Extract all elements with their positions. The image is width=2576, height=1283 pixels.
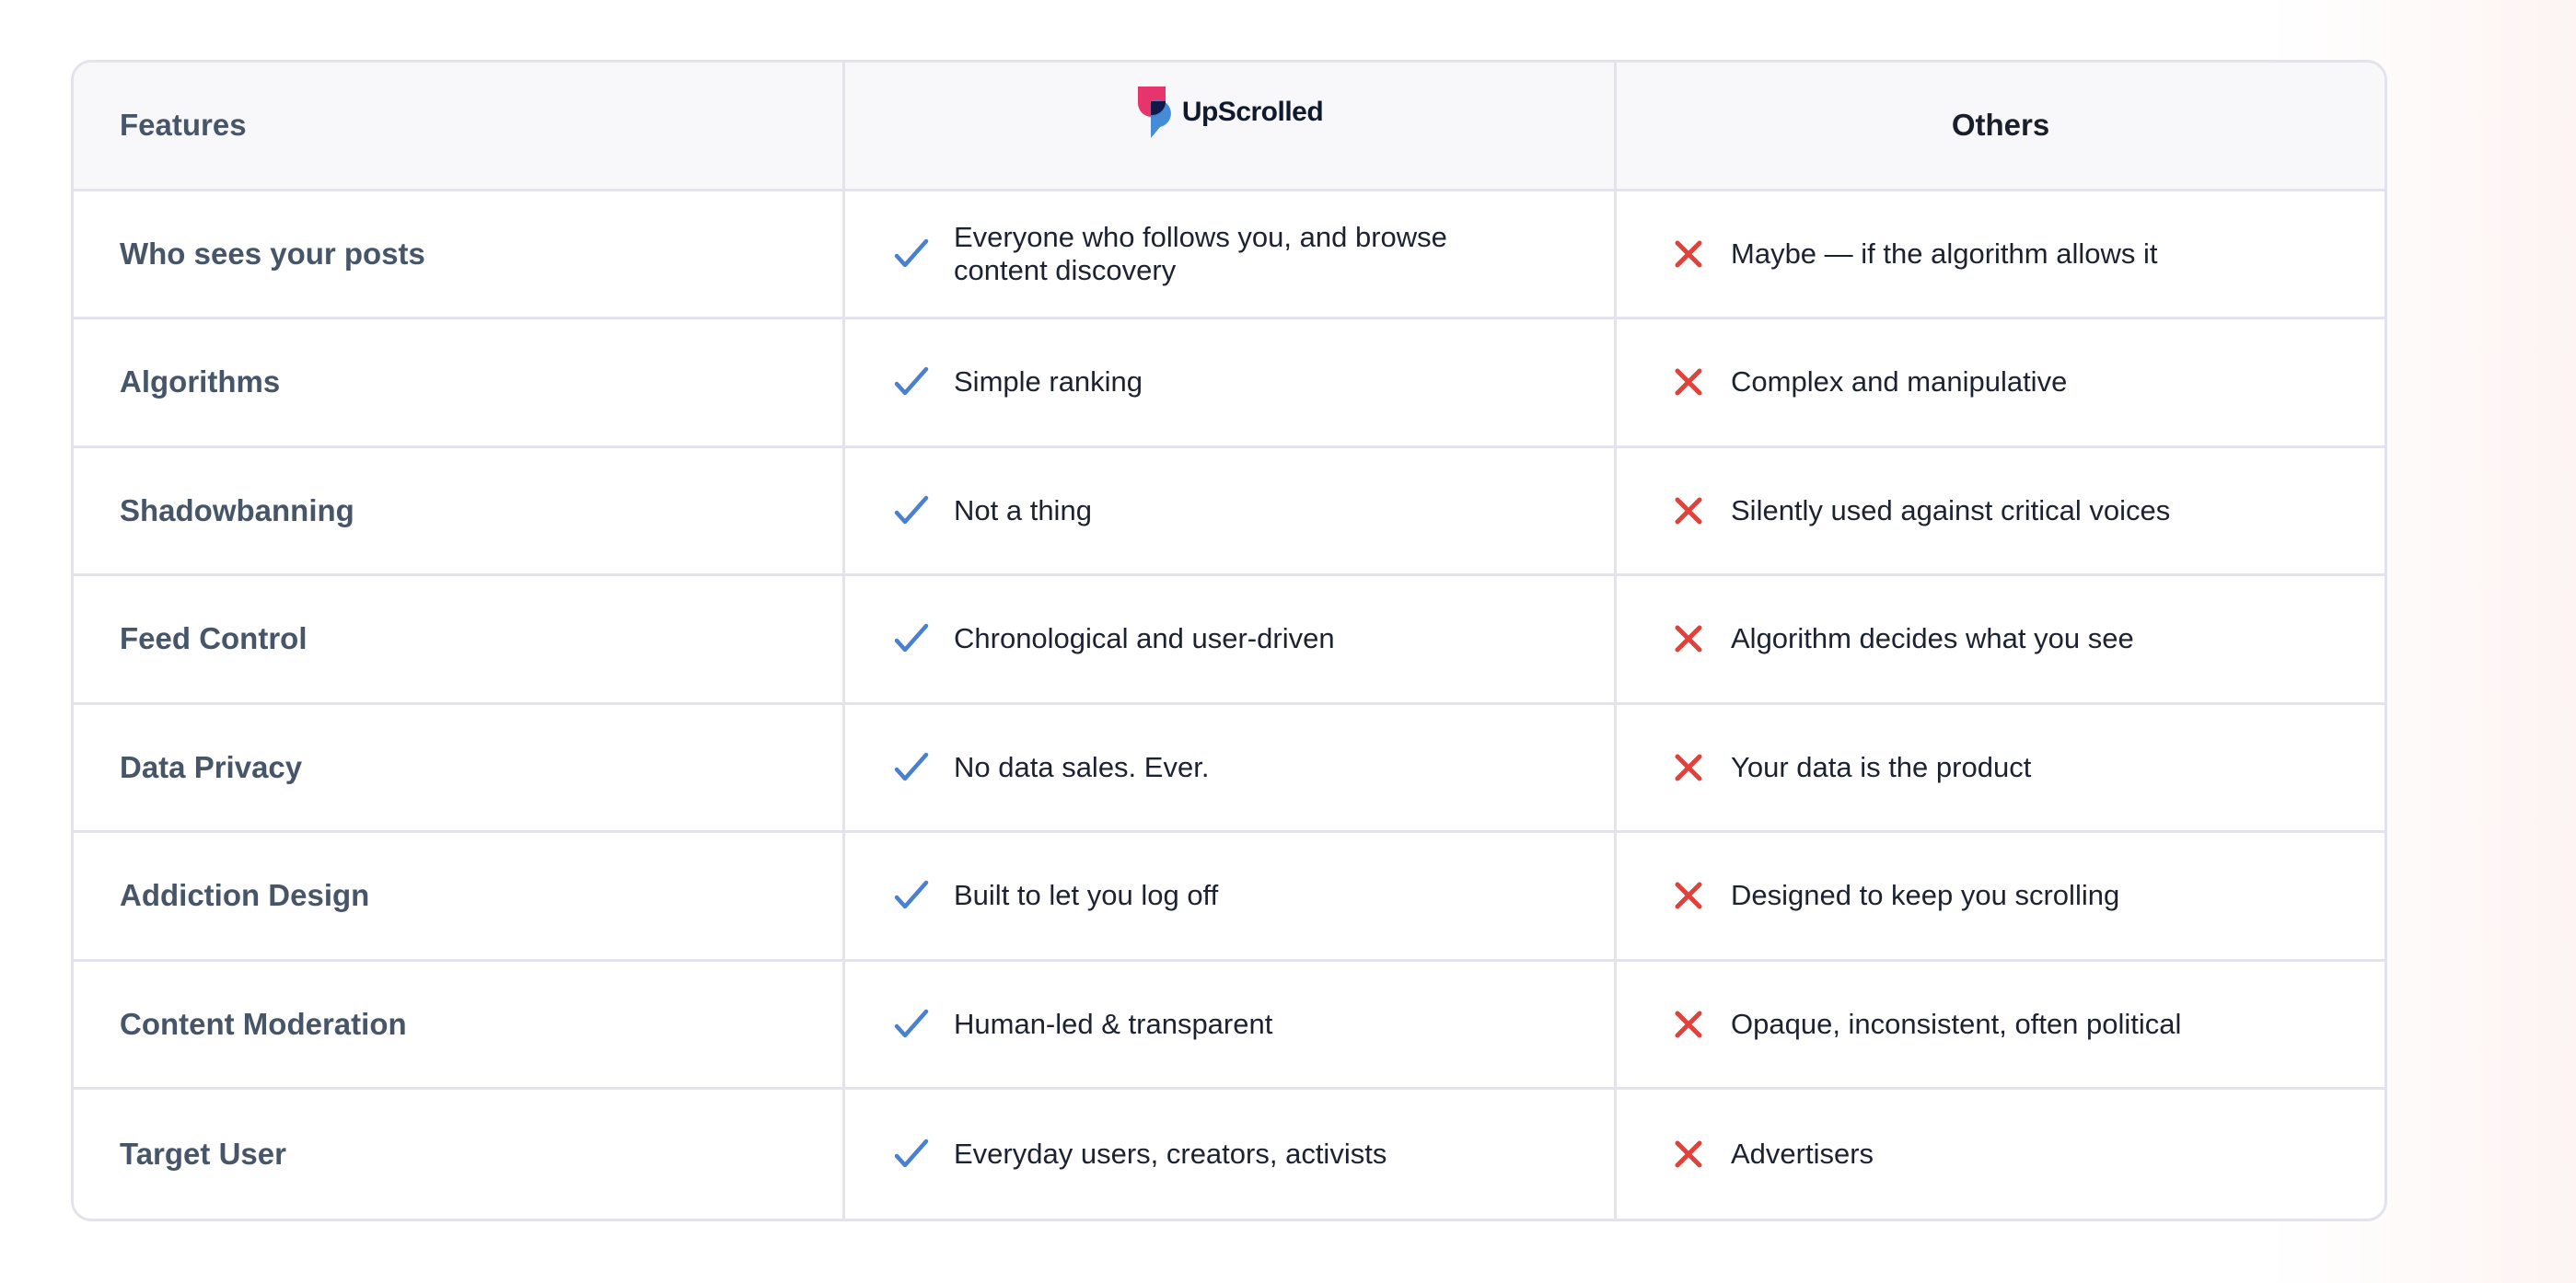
upscrolled-logo: UpScrolled bbox=[1136, 85, 1324, 140]
cross-icon bbox=[1670, 364, 1707, 400]
check-icon bbox=[893, 492, 930, 529]
others-value: Complex and manipulative bbox=[1617, 319, 2385, 445]
table-row: Target User Everyday users, creators, ac… bbox=[74, 1090, 2385, 1219]
check-icon bbox=[893, 364, 930, 400]
others-value: Advertisers bbox=[1617, 1090, 2385, 1219]
feature-label: Shadowbanning bbox=[74, 447, 845, 573]
feature-label: Addiction Design bbox=[74, 833, 845, 959]
upscrolled-text: Human-led & transparent bbox=[954, 1007, 1273, 1040]
table-row: Addiction Design Built to let you log of… bbox=[74, 833, 2385, 962]
upscrolled-value: Everyone who follows you, and browse con… bbox=[845, 191, 1617, 317]
feature-label: Data Privacy bbox=[74, 704, 845, 830]
cross-icon bbox=[1670, 492, 1707, 529]
comparison-table: Features UpScrolled Others Who sees your… bbox=[71, 60, 2387, 1221]
feature-label: Feed Control bbox=[74, 576, 845, 702]
others-text: Designed to keep you scrolling bbox=[1731, 879, 2120, 912]
others-text: Opaque, inconsistent, often political bbox=[1731, 1007, 2182, 1040]
cross-icon bbox=[1670, 877, 1707, 914]
table-row: Feed Control Chronological and user-driv… bbox=[74, 576, 2385, 705]
upscrolled-value: Built to let you log off bbox=[845, 833, 1617, 959]
upscrolled-text: Chronological and user-driven bbox=[954, 622, 1335, 655]
cross-icon bbox=[1670, 236, 1707, 272]
table-row: Who sees your posts Everyone who follows… bbox=[74, 191, 2385, 319]
others-text: Complex and manipulative bbox=[1731, 365, 2068, 399]
others-text: Silently used against critical voices bbox=[1731, 493, 2171, 526]
cross-icon bbox=[1670, 1006, 1707, 1043]
upscrolled-text: Not a thing bbox=[954, 493, 1092, 526]
upscrolled-header: UpScrolled bbox=[845, 63, 1617, 189]
table-row: Content Moderation Human-led & transpare… bbox=[74, 961, 2385, 1090]
table-header-row: Features UpScrolled Others bbox=[74, 63, 2385, 191]
features-header: Features bbox=[74, 63, 845, 189]
others-header: Others bbox=[1951, 108, 2050, 143]
upscrolled-value: Not a thing bbox=[845, 447, 1617, 573]
cross-icon bbox=[1670, 620, 1707, 657]
upscrolled-value: Chronological and user-driven bbox=[845, 576, 1617, 702]
upscrolled-value: No data sales. Ever. bbox=[845, 704, 1617, 830]
check-icon bbox=[893, 1006, 930, 1043]
upscrolled-text: Everyone who follows you, and browse con… bbox=[954, 220, 1447, 286]
upscrolled-text: Simple ranking bbox=[954, 365, 1143, 399]
table-row: Shadowbanning Not a thing Silently used … bbox=[74, 447, 2385, 576]
others-value: Algorithm decides what you see bbox=[1617, 576, 2385, 702]
feature-label: Target User bbox=[74, 1090, 845, 1219]
upscrolled-text: Everyday users, creators, activists bbox=[954, 1137, 1387, 1170]
upscrolled-value: Everyday users, creators, activists bbox=[845, 1090, 1617, 1219]
table-row: Data Privacy No data sales. Ever. Your d… bbox=[74, 704, 2385, 833]
others-value: Maybe — if the algorithm allows it bbox=[1617, 191, 2385, 318]
others-text: Your data is the product bbox=[1731, 750, 2032, 783]
others-value: Silently used against critical voices bbox=[1617, 448, 2385, 574]
feature-label: Who sees your posts bbox=[74, 191, 845, 317]
feature-label: Algorithms bbox=[74, 319, 845, 445]
others-value: Designed to keep you scrolling bbox=[1617, 833, 2385, 959]
cross-icon bbox=[1670, 749, 1707, 786]
upscrolled-value: Human-led & transparent bbox=[845, 961, 1617, 1087]
check-icon bbox=[893, 620, 930, 657]
upscrolled-value: Simple ranking bbox=[845, 319, 1617, 445]
cross-icon bbox=[1670, 1136, 1707, 1173]
others-text: Algorithm decides what you see bbox=[1731, 622, 2134, 655]
others-value: Opaque, inconsistent, often political bbox=[1617, 962, 2385, 1088]
check-icon bbox=[893, 877, 930, 914]
check-icon bbox=[893, 1136, 930, 1173]
check-icon bbox=[893, 236, 930, 272]
others-text: Maybe — if the algorithm allows it bbox=[1731, 237, 2158, 270]
others-text: Advertisers bbox=[1731, 1137, 1874, 1170]
check-icon bbox=[893, 749, 930, 786]
upscrolled-text: No data sales. Ever. bbox=[954, 750, 1210, 783]
feature-label: Content Moderation bbox=[74, 961, 845, 1087]
table-row: Algorithms Simple ranking Complex and ma… bbox=[74, 319, 2385, 448]
upscrolled-logo-icon bbox=[1137, 87, 1171, 139]
brand-name: UpScrolled bbox=[1181, 97, 1324, 128]
upscrolled-text: Built to let you log off bbox=[954, 879, 1219, 912]
others-value: Your data is the product bbox=[1617, 705, 2385, 831]
